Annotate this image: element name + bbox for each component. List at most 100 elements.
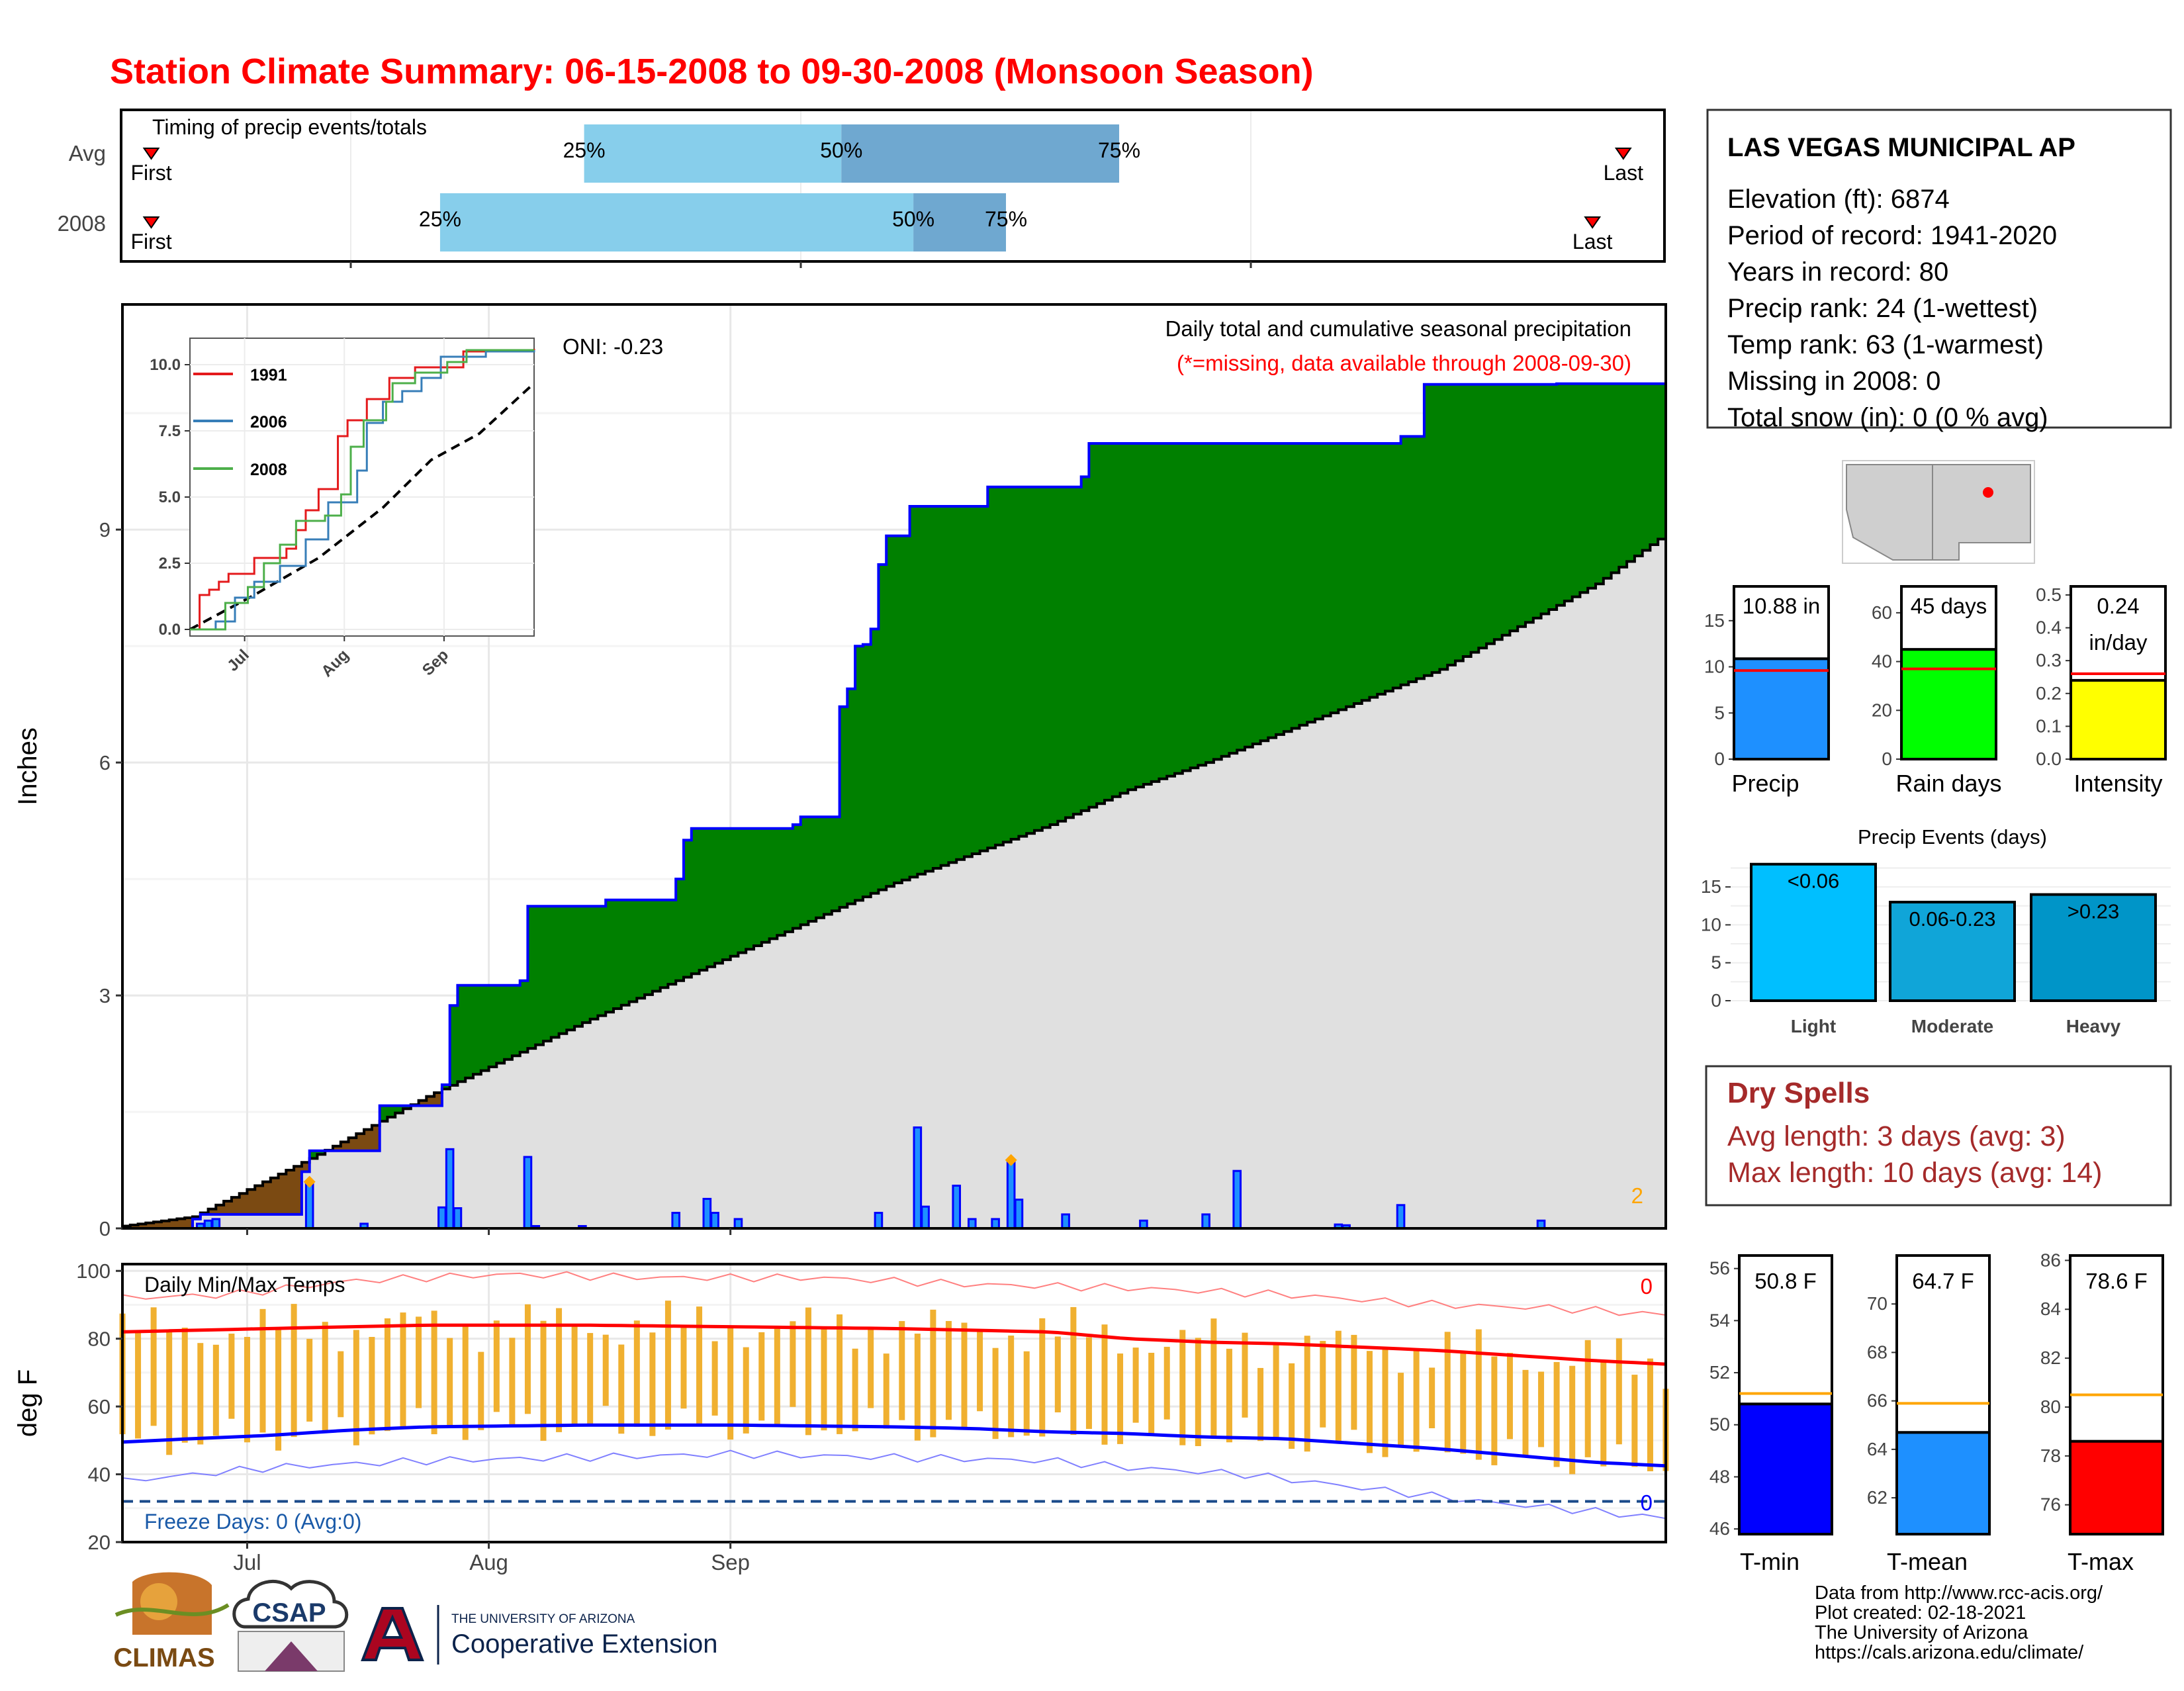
timing-label-75: 75%	[985, 207, 1027, 231]
summary-value-box	[1733, 585, 1830, 661]
daily-temp-bar	[1304, 1336, 1310, 1452]
climas-logo: CLIMAS	[113, 1572, 230, 1672]
timing-bar-50-75	[841, 124, 1120, 183]
daily-temp-bar	[1460, 1352, 1467, 1454]
daily-temp-bar	[493, 1320, 500, 1412]
daily-precip-bar	[523, 1156, 533, 1230]
daily-temp-bar	[228, 1334, 235, 1419]
temp-summary-y-tick-label: 76	[2040, 1494, 2061, 1515]
daily-temp-bar	[1273, 1344, 1279, 1438]
timing-last-label: Last	[1604, 161, 1644, 185]
daily-precip-bar	[304, 1182, 314, 1230]
daily-temp-bar	[868, 1328, 874, 1408]
daily-temp-bar	[852, 1348, 858, 1432]
summary-category-label: Precip	[1731, 770, 1799, 797]
inset-legend: 1991 2006 2008	[193, 366, 287, 479]
summary-value-box	[1900, 585, 1997, 651]
inset-series-line-1991	[190, 349, 535, 631]
daily-temp-bar	[540, 1320, 547, 1441]
temp-x-tick-label: Aug	[469, 1550, 508, 1575]
temp-summary-y-tick-label: 54	[1709, 1310, 1730, 1330]
daily-temp-bar	[1117, 1353, 1124, 1444]
daily-temp-bar	[1226, 1348, 1232, 1443]
temp-x-tick-label: Sep	[711, 1550, 750, 1575]
summary-bar-intensity	[2070, 678, 2167, 761]
csap-wordmark: CSAP	[252, 1598, 326, 1627]
daily-temp-bar	[1382, 1348, 1388, 1457]
daily-temp-bar	[1444, 1332, 1451, 1453]
daily-temp-bar	[478, 1351, 484, 1430]
summary-value-box	[2070, 585, 2167, 682]
daily-precip-bar	[1396, 1204, 1406, 1230]
events-category-label: Moderate	[1911, 1016, 1993, 1036]
temp-summary-y-tick-label: 50	[1709, 1414, 1730, 1435]
events-y-tick-label: 5	[1711, 952, 1721, 973]
daily-temp-bar	[899, 1321, 905, 1420]
timing-row-label-2008: 2008	[58, 211, 106, 236]
daily-temp-bar	[556, 1308, 563, 1432]
daily-temp-bar	[1569, 1365, 1576, 1475]
timing-label-75: 75%	[1098, 138, 1140, 162]
dry-spells-avg: Avg length: 3 days (avg: 3)	[1727, 1120, 2066, 1152]
daily-temp-bar	[1179, 1330, 1186, 1445]
daily-temp-bar	[384, 1318, 390, 1432]
main-legend-title: Daily total and cumulative seasonal prec…	[1165, 316, 1631, 341]
timing-first-label: First	[130, 230, 171, 253]
daily-temp-bar	[977, 1330, 983, 1412]
daily-precip-bar	[710, 1212, 719, 1230]
ua-logo: THE UNIVERSITY OF ARIZONA Cooperative Ex…	[361, 1605, 717, 1665]
summary-y-tick-label: 0	[1882, 749, 1892, 769]
csap-mountains	[265, 1641, 318, 1671]
station-elevation: Elevation (ft): 6874	[1727, 185, 1950, 214]
dry-spells-box: Dry Spells Avg length: 3 days (avg: 3) M…	[1705, 1065, 2172, 1207]
daily-temp-bar	[1242, 1332, 1248, 1418]
daily-max-marker	[303, 1175, 316, 1188]
events-category-label: Heavy	[2066, 1016, 2121, 1036]
main-y-tick-label: 0	[99, 1217, 111, 1240]
csap-logo: CSAP	[232, 1580, 349, 1672]
daily-temp-bar	[727, 1328, 734, 1440]
temp-summary-y-tick-label: 84	[2040, 1299, 2061, 1319]
events-y-tick-label: 0	[1711, 990, 1721, 1011]
daily-precip-bar	[453, 1207, 463, 1230]
summary-y-tick-label: 0.5	[2036, 584, 2062, 605]
temp-y-tick-label: 40	[88, 1463, 111, 1486]
station-years: Years in record: 80	[1727, 257, 1948, 287]
locator-map	[1842, 460, 2035, 564]
inset-series-line-2008	[190, 349, 534, 631]
precip-events-chart: Precip Events (days) <0.06 Light 0.06-0.23…	[1701, 825, 2171, 1036]
daily-temp-bar	[1522, 1369, 1529, 1456]
summary-value-label: 45 days	[1911, 594, 1987, 618]
temp-summary-value-label: 64.7 F	[1912, 1269, 1974, 1293]
events-bar-heavy	[2030, 893, 2157, 1003]
daily-temp-bar	[883, 1353, 889, 1429]
record-max-line	[122, 1271, 1666, 1316]
daily-temp-bar	[1631, 1375, 1638, 1467]
inset-y-tick-label: 5.0	[159, 488, 181, 506]
daily-temp-bar	[961, 1322, 968, 1429]
summary-y-tick-label: 10	[1704, 657, 1725, 677]
daily-temp-bar	[774, 1326, 780, 1426]
timing-label-25: 25%	[419, 207, 461, 231]
temp-summary-bar-t-mean	[1895, 1431, 1991, 1535]
timing-panel: Timing of precip events/totals Avg 2008 …	[58, 109, 1666, 268]
oni-label: ONI: -0.23	[563, 334, 663, 359]
temp-summary-y-tick-label: 68	[1867, 1342, 1888, 1362]
temp-summary-y-tick-label: 82	[2040, 1348, 2061, 1368]
daily-temp-bar	[1039, 1318, 1046, 1437]
summary-y-tick-label: 0.2	[2036, 683, 2062, 704]
station-precip-rank: Precip rank: 24 (1-wettest)	[1727, 294, 2038, 323]
temp-summary-y-tick-label: 70	[1867, 1293, 1888, 1314]
legend-label-2008: 2008	[250, 461, 287, 479]
precip-average-area	[122, 533, 1666, 1228]
events-category-label: Light	[1791, 1016, 1836, 1036]
station-period: Period of record: 1941-2020	[1727, 221, 2057, 250]
station-missing: Missing in 2008: 0	[1727, 367, 1940, 396]
daily-temp-bar	[338, 1351, 344, 1418]
daily-precip-bar	[952, 1184, 962, 1230]
temp-summary-y-tick-label: 80	[2040, 1396, 2061, 1417]
daily-temp-bar	[1054, 1336, 1061, 1413]
events-bar-light	[1750, 862, 1877, 1002]
daily-temp-bar	[992, 1348, 999, 1440]
